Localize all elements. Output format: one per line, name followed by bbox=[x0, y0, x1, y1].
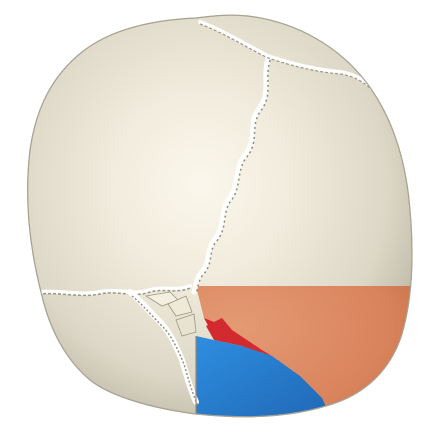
region-red bbox=[204, 318, 282, 362]
suture-sagittal bbox=[191, 55, 271, 295]
wormian-cluster bbox=[127, 289, 199, 405]
region-red-wedge bbox=[206, 318, 272, 356]
region-blue bbox=[196, 336, 332, 417]
suture-coronal bbox=[198, 20, 374, 90]
suture-lambdoid-left bbox=[36, 284, 192, 296]
region-orange bbox=[196, 286, 410, 417]
